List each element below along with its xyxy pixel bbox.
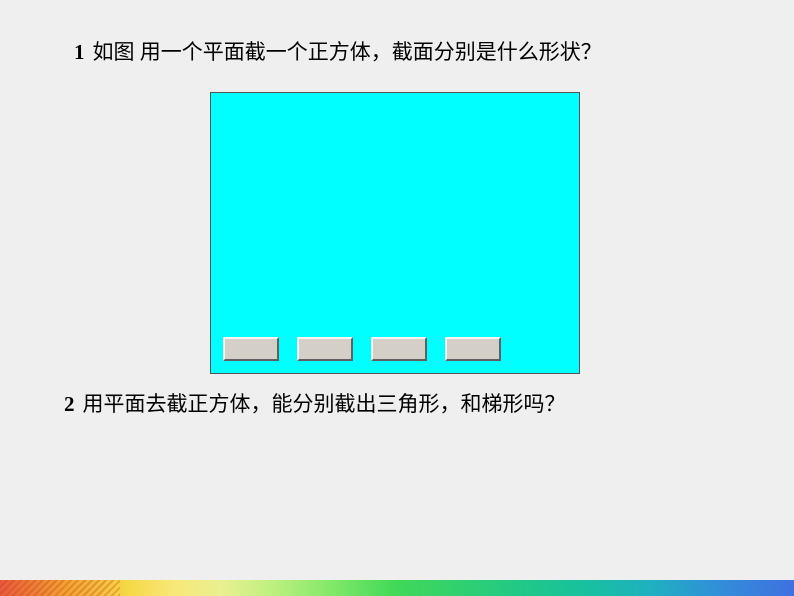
question-2-number: 2 [64, 392, 75, 416]
slide-content: 1 如图 用一个平面截一个正方体，截面分别是什么形状？ 2 用平面去截正方体，能分别… [0, 0, 794, 418]
figure-button-3[interactable] [371, 337, 427, 361]
figure-button-1[interactable] [223, 337, 279, 361]
question-1-number: 1 [74, 40, 85, 64]
question-2: 2 用平面去截正方体，能分别截出三角形，和梯形吗？ [64, 388, 766, 418]
rainbow-texture-overlay [0, 580, 120, 596]
figure-button-row [223, 337, 501, 361]
question-1-text: 如图 用一个平面截一个正方体，截面分别是什么形状？ [93, 40, 602, 64]
question-2-text: 用平面去截正方体，能分别截出三角形，和梯形吗？ [83, 392, 566, 416]
figure-button-4[interactable] [445, 337, 501, 361]
figure-embed-area [210, 92, 580, 374]
figure-button-2[interactable] [297, 337, 353, 361]
question-1: 1 如图 用一个平面截一个正方体，截面分别是什么形状？ [74, 36, 766, 66]
